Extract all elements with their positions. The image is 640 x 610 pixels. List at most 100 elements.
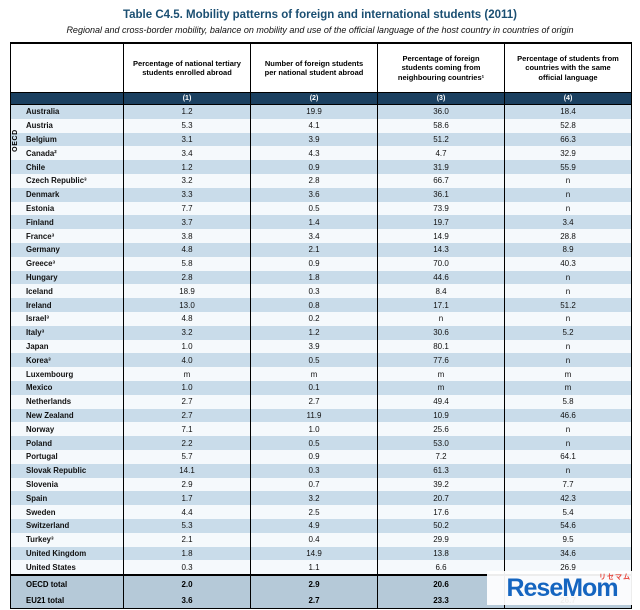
value-cell: 7.7 bbox=[504, 477, 632, 492]
value-cell: 2.7 bbox=[250, 592, 378, 609]
value-cell: 1.4 bbox=[250, 215, 378, 230]
value-cell: 3.7 bbox=[123, 215, 251, 230]
value-cell: 10.9 bbox=[377, 408, 505, 423]
value-cell: m bbox=[377, 367, 505, 381]
table-subtitle: Regional and cross-border mobility, bala… bbox=[66, 25, 574, 35]
value-cell: 5.4 bbox=[504, 505, 632, 519]
value-cell: n bbox=[504, 436, 632, 450]
table-row: Estonia 7.7 0.5 73.9 n bbox=[10, 201, 632, 216]
value-cell: n bbox=[504, 173, 632, 188]
value-cell: 18.9 bbox=[123, 284, 251, 299]
value-cell: 3.9 bbox=[250, 339, 378, 354]
value-cell: 3.6 bbox=[250, 187, 378, 202]
value-cell: 14.3 bbox=[377, 242, 505, 257]
table-row: Italy³ 3.2 1.2 30.6 5.2 bbox=[10, 325, 632, 340]
country-cell: Slovenia bbox=[10, 477, 124, 492]
table-row: Portugal 5.7 0.9 7.2 64.1 bbox=[10, 449, 632, 464]
value-cell: 0.9 bbox=[250, 256, 378, 271]
value-cell: 0.2 bbox=[250, 311, 378, 326]
value-cell: 5.3 bbox=[123, 518, 251, 533]
country-cell: Korea³ bbox=[10, 353, 124, 368]
value-cell: 5.7 bbox=[123, 449, 251, 464]
country-cell: Czech Republic³ bbox=[10, 173, 124, 188]
value-cell: 3.2 bbox=[123, 173, 251, 188]
country-cell: Belgium bbox=[10, 132, 124, 147]
table-row: Hungary 2.8 1.8 44.6 n bbox=[10, 270, 632, 285]
value-cell: 36.0 bbox=[377, 104, 505, 119]
value-cell: 1.0 bbox=[250, 422, 378, 437]
column-number-band: (1) (2) (3) (4) bbox=[10, 92, 632, 105]
country-cell: Chile bbox=[10, 160, 124, 174]
value-cell: n bbox=[504, 284, 632, 299]
value-cell: 3.4 bbox=[504, 215, 632, 230]
country-cell: Finland bbox=[10, 215, 124, 230]
table-row: United Kingdom 1.8 14.9 13.8 34.6 bbox=[10, 546, 632, 561]
country-cell: Hungary bbox=[10, 270, 124, 285]
value-cell: 4.0 bbox=[123, 353, 251, 368]
value-cell: 2.7 bbox=[123, 394, 251, 409]
country-cell: Greece³ bbox=[10, 256, 124, 271]
table-row: Japan 1.0 3.9 80.1 n bbox=[10, 339, 632, 354]
value-cell: 2.9 bbox=[123, 477, 251, 492]
value-cell: 7.1 bbox=[123, 422, 251, 437]
country-cell: Poland bbox=[10, 436, 124, 450]
value-cell: 0.5 bbox=[250, 353, 378, 368]
country-cell: Austria bbox=[10, 118, 124, 133]
column-header-4: Percentage of students from countries wi… bbox=[504, 43, 632, 93]
value-cell: m bbox=[504, 380, 632, 395]
value-cell: 25.6 bbox=[377, 422, 505, 437]
value-cell: 14.9 bbox=[377, 229, 505, 243]
value-cell: 2.0 bbox=[123, 574, 251, 593]
value-cell: 23.3 bbox=[377, 592, 505, 609]
value-cell: 3.8 bbox=[123, 229, 251, 243]
country-cell: Netherlands bbox=[10, 394, 124, 409]
country-cell: Turkey³ bbox=[10, 532, 124, 547]
value-cell: n bbox=[504, 353, 632, 368]
country-cell: Iceland bbox=[10, 284, 124, 299]
table-row: France³ 3.8 3.4 14.9 28.8 bbox=[10, 229, 632, 243]
table-row: Chile 1.2 0.9 31.9 55.9 bbox=[10, 160, 632, 174]
country-cell: Estonia bbox=[10, 201, 124, 216]
value-cell: 5.2 bbox=[504, 325, 632, 340]
value-cell: 0.9 bbox=[250, 449, 378, 464]
table-row: Greece³ 5.8 0.9 70.0 40.3 bbox=[10, 256, 632, 271]
value-cell: 66.7 bbox=[377, 173, 505, 188]
value-cell: 5.8 bbox=[123, 256, 251, 271]
value-cell: 49.4 bbox=[377, 394, 505, 409]
oecd-side-label: OECD bbox=[12, 128, 19, 152]
table-row: Sweden 4.4 2.5 17.6 5.4 bbox=[10, 505, 632, 519]
country-cell: United States bbox=[10, 560, 124, 576]
value-cell: 70.0 bbox=[377, 256, 505, 271]
value-cell: 2.1 bbox=[250, 242, 378, 257]
table-row: Belgium 3.1 3.9 51.2 66.3 bbox=[10, 132, 632, 147]
value-cell: 3.4 bbox=[250, 229, 378, 243]
table-row: Slovenia 2.9 0.7 39.2 7.7 bbox=[10, 477, 632, 492]
value-cell: 0.4 bbox=[250, 532, 378, 547]
value-cell: 2.7 bbox=[250, 394, 378, 409]
value-cell: 3.1 bbox=[123, 132, 251, 147]
watermark-ruby: リセマム bbox=[599, 574, 631, 581]
value-cell: 1.8 bbox=[123, 546, 251, 561]
country-cell: Israel³ bbox=[10, 311, 124, 326]
value-cell: 50.2 bbox=[377, 518, 505, 533]
value-cell: n bbox=[504, 311, 632, 326]
value-cell: 4.8 bbox=[123, 242, 251, 257]
value-cell: 54.6 bbox=[504, 518, 632, 533]
value-cell: 42.3 bbox=[504, 491, 632, 506]
table-row: Luxembourg m m m m bbox=[10, 367, 632, 381]
table-row: Spain 1.7 3.2 20.7 42.3 bbox=[10, 491, 632, 506]
value-cell: n bbox=[504, 422, 632, 437]
table-row: United States 0.3 1.1 6.6 26.9 bbox=[10, 560, 632, 576]
value-cell: 51.2 bbox=[377, 132, 505, 147]
value-cell: 1.7 bbox=[123, 491, 251, 506]
value-cell: 64.1 bbox=[504, 449, 632, 464]
resemom-watermark: ReseMom リセマム bbox=[487, 571, 637, 605]
table-row: Turkey³ 2.1 0.4 29.9 9.5 bbox=[10, 532, 632, 547]
table-row: Australia 1.2 19.9 36.0 18.4 bbox=[10, 104, 632, 119]
value-cell: 4.1 bbox=[250, 118, 378, 133]
value-cell: 40.3 bbox=[504, 256, 632, 271]
column-number-1: (1) bbox=[123, 92, 251, 105]
table-row: Slovak Republic 14.1 0.3 61.3 n bbox=[10, 463, 632, 478]
table-title: Table C4.5. Mobility patterns of foreign… bbox=[122, 9, 518, 21]
